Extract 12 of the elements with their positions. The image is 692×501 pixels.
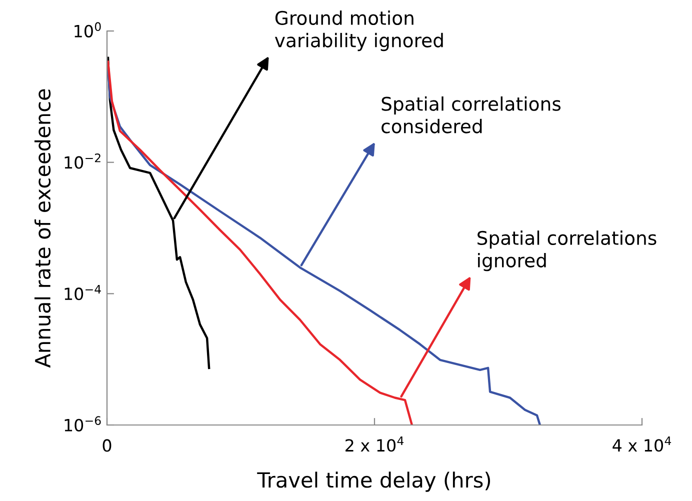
y-axis-title: Annual rate of exceedence (34, 89, 51, 368)
annotation: Spatial correlations considered (382, 96, 561, 134)
x-axis-title: Travel time delay (hrs) (257, 472, 490, 492)
x-tick-label: 0 (102, 439, 112, 452)
x-tick-label: 4 x 10$^{4}$ (612, 436, 672, 452)
y-tick-label: 10$^{0}$ (74, 22, 101, 38)
y-tick-label: 10$^{−4}$ (64, 285, 101, 300)
annotation: Spatial correlations ignored (478, 230, 656, 272)
y-tick-label: 10$^{−2}$ (64, 154, 100, 169)
y-tick-label: 10$^{−6}$ (64, 416, 101, 432)
annotation: Ground motion variability ignored (274, 10, 443, 52)
x-tick-label: 2 x 10$^{4}$ (346, 436, 404, 452)
